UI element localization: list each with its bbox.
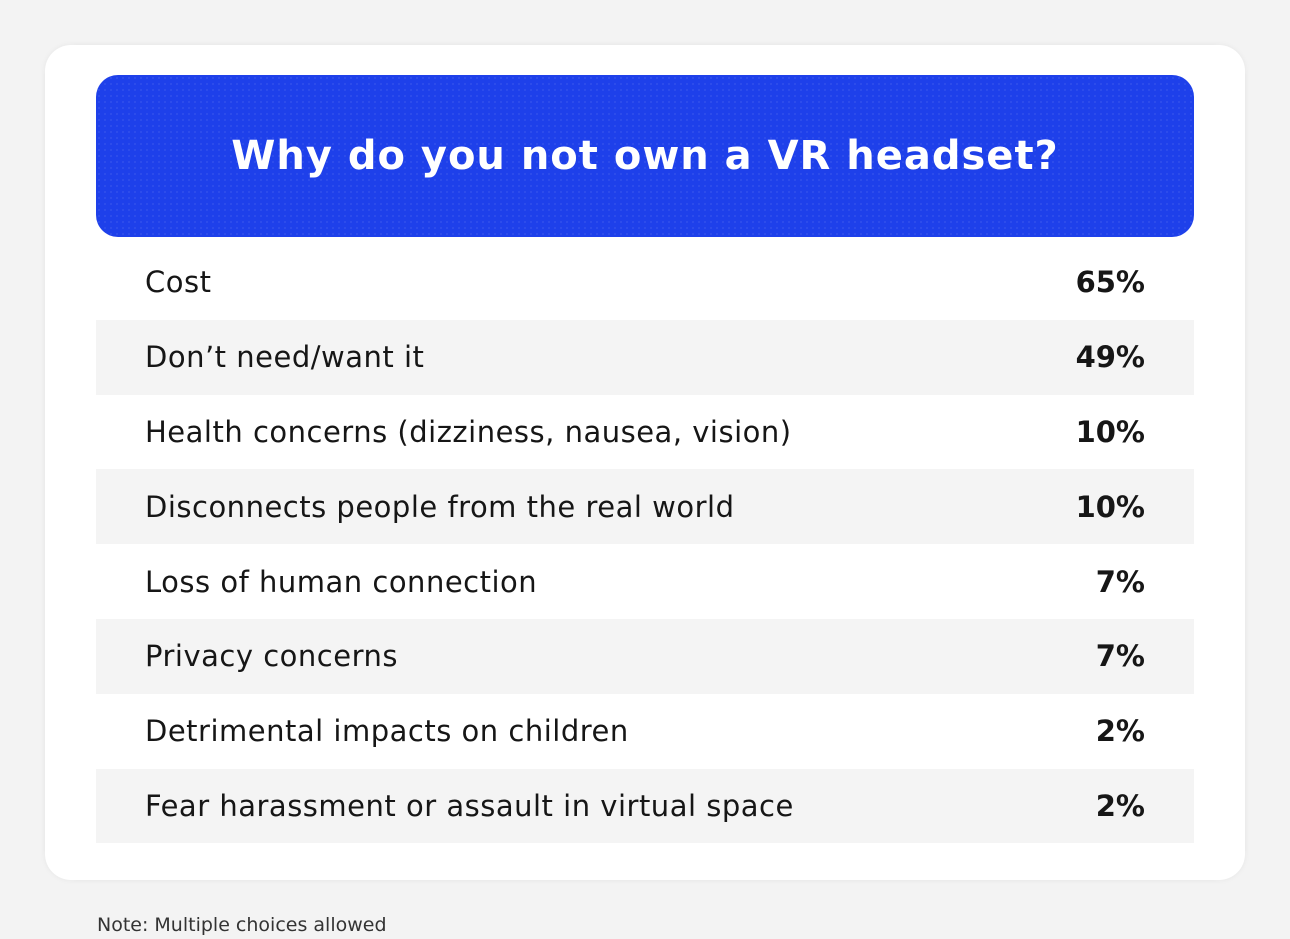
row-value: 10%: [1075, 414, 1145, 449]
title-banner: Why do you not own a VR headset?: [96, 75, 1194, 237]
row-value: 65%: [1075, 265, 1145, 300]
row-label: Detrimental impacts on children: [145, 714, 629, 749]
row-value: 49%: [1075, 340, 1145, 375]
row-label: Health concerns (dizziness, nausea, visi…: [145, 414, 792, 449]
row-label: Privacy concerns: [145, 639, 398, 674]
row-value: 7%: [1095, 564, 1145, 599]
row-value: 2%: [1095, 788, 1145, 823]
row-value: 7%: [1095, 639, 1145, 674]
chart-title: Why do you not own a VR headset?: [231, 133, 1059, 179]
table-row: Cost 65%: [96, 245, 1194, 320]
table-row: Loss of human connection 7%: [96, 544, 1194, 619]
footnote: Note: Multiple choices allowed: [97, 914, 387, 936]
table-body: Cost 65% Don’t need/want it 49% Health conce…: [96, 245, 1194, 844]
row-value: 2%: [1095, 714, 1145, 749]
row-label: Cost: [145, 265, 212, 300]
table-row: Health concerns (dizziness, nausea, visi…: [96, 395, 1194, 470]
chart-card: Why do you not own a VR headset? Cost 65%…: [45, 45, 1245, 880]
table-row: Fear harassment or assault in virtual sp…: [96, 768, 1194, 844]
table-row: Disconnects people from the real world 10…: [96, 469, 1194, 545]
table-row: Detrimental impacts on children 2%: [96, 694, 1194, 769]
row-label: Fear harassment or assault in virtual sp…: [145, 788, 794, 823]
table-row: Don’t need/want it 49%: [96, 319, 1194, 395]
row-label: Don’t need/want it: [145, 340, 425, 375]
table-row: Privacy concerns 7%: [96, 618, 1194, 694]
row-label: Loss of human connection: [145, 564, 538, 599]
row-label: Disconnects people from the real world: [145, 489, 735, 524]
row-value: 10%: [1075, 489, 1145, 524]
